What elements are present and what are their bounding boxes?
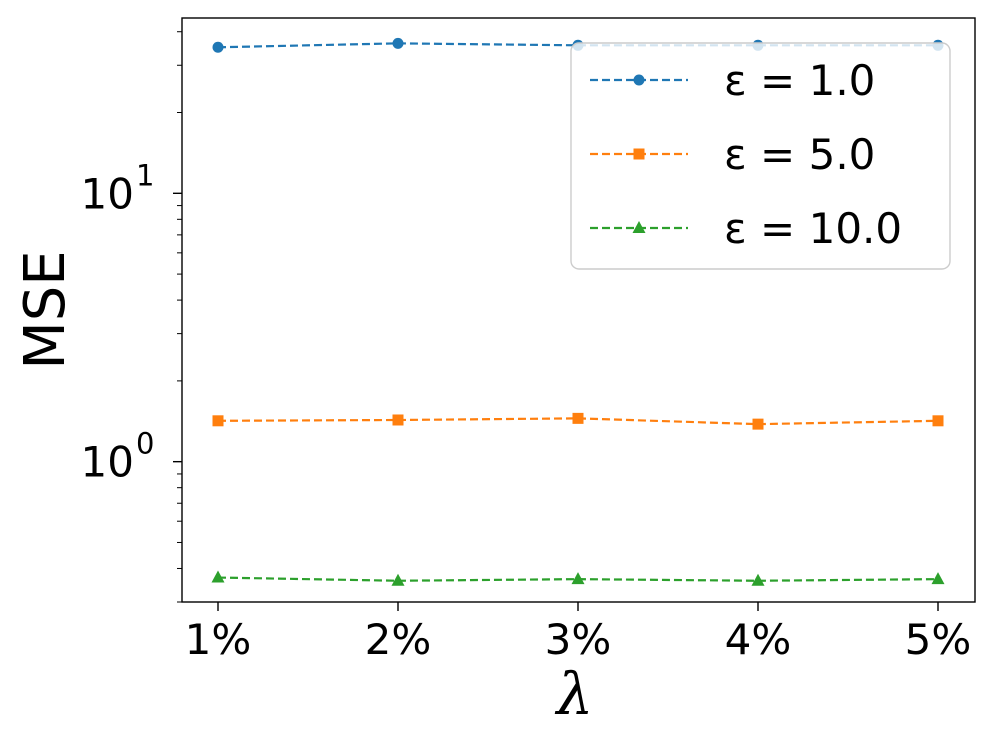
y-axis-label: MSE <box>13 250 78 369</box>
legend-label: ε = 5.0 <box>724 130 875 179</box>
data-point <box>752 418 764 430</box>
data-point <box>392 414 404 426</box>
y-tick-exponent: 1 <box>136 158 154 192</box>
legend-label: ε = 1.0 <box>724 56 875 105</box>
data-point <box>572 412 584 424</box>
x-tick-label: 5% <box>905 615 972 664</box>
data-point <box>571 572 585 585</box>
data-point <box>211 570 225 583</box>
legend-label: ε = 10.0 <box>724 204 902 253</box>
legend: ε = 1.0 ε = 5.0 ε = 10.0 <box>570 42 951 270</box>
y-tick-exponent: 0 <box>136 427 154 461</box>
legend-marker <box>632 221 646 233</box>
legend-frame <box>570 42 951 270</box>
data-point <box>932 415 944 427</box>
series-3 <box>211 570 945 586</box>
legend-item: ε = 5.0 <box>590 130 875 179</box>
data-point <box>212 415 224 427</box>
legend-item: ε = 10.0 <box>590 204 902 253</box>
x-tick-label: 3% <box>545 615 612 664</box>
x-axis: 1% 2% 3% 4% 5% <box>185 602 972 664</box>
data-point <box>931 572 945 585</box>
data-point <box>212 41 224 53</box>
x-tick-label: 1% <box>185 615 252 664</box>
y-tick-label: 10 <box>81 438 134 487</box>
x-tick-label: 2% <box>365 615 432 664</box>
legend-item: ε = 1.0 <box>590 56 875 105</box>
data-point <box>392 37 404 49</box>
x-tick-label: 4% <box>725 615 792 664</box>
data-point <box>751 573 765 586</box>
legend-marker <box>633 148 645 160</box>
y-tick-label: 10 <box>81 169 134 218</box>
series-2 <box>212 412 944 430</box>
data-point <box>391 573 405 586</box>
x-axis-label: λ <box>555 660 594 728</box>
legend-marker <box>633 74 645 86</box>
